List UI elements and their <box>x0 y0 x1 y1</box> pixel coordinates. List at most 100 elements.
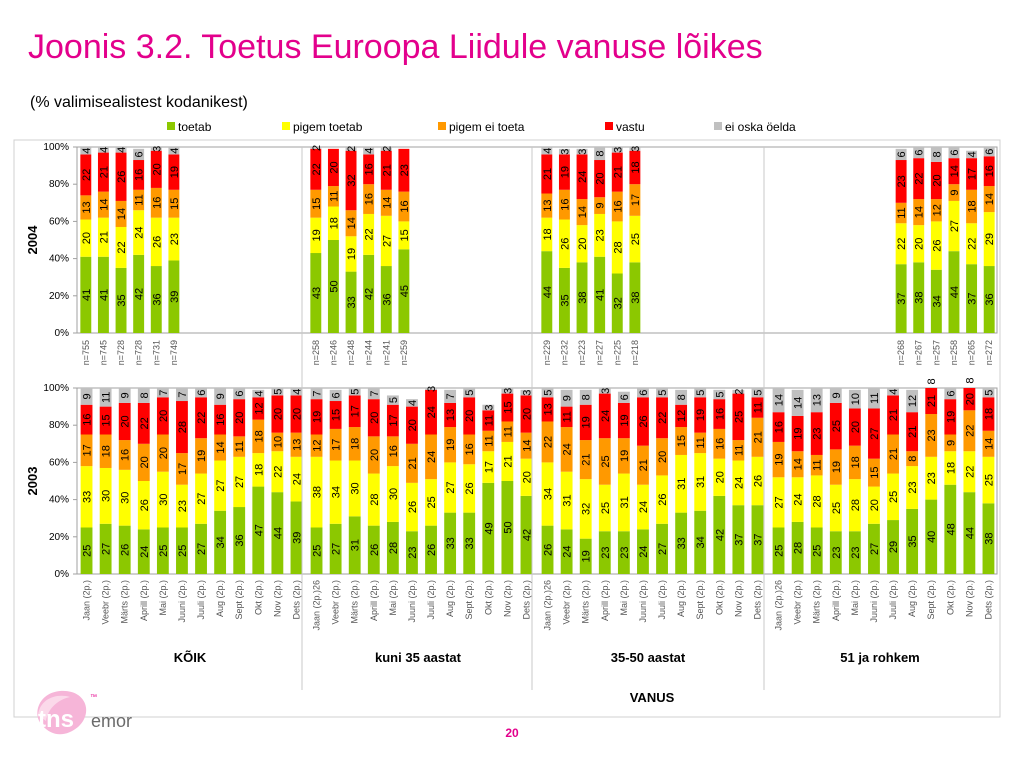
bar-segment <box>930 221 942 270</box>
bar-segment <box>829 484 842 532</box>
bar-segment <box>963 410 976 452</box>
page-title: Joonis 3.2. Toetus Euroopa Liidule vanus… <box>28 28 763 66</box>
data-label: 3 <box>426 386 438 392</box>
bar-segment <box>386 404 399 437</box>
bar-segment <box>97 217 109 257</box>
bar-segment <box>380 150 392 190</box>
data-label: 19 <box>581 550 593 562</box>
data-label: 4 <box>253 391 265 397</box>
data-label: 2 <box>381 146 393 152</box>
bar-segment <box>398 249 410 333</box>
data-label: 2 <box>311 145 323 151</box>
category-label: n=272 <box>984 340 994 365</box>
bar-segment <box>348 460 361 517</box>
bar-segment <box>629 215 641 263</box>
bar-segment <box>118 388 131 403</box>
bar-segment <box>966 158 978 190</box>
bar-segment <box>541 388 554 398</box>
data-label: 22 <box>139 417 151 429</box>
bar-segment <box>541 525 554 574</box>
bar-segment <box>99 523 112 574</box>
chart-legend: toetab pigem toetab pigem ei toeta vastu… <box>0 120 1024 136</box>
data-label: 16 <box>388 445 400 457</box>
bar-segment <box>195 473 207 524</box>
data-label: 26 <box>464 482 476 494</box>
bar-segment <box>444 512 457 574</box>
bar-segment <box>576 148 588 155</box>
category-label: Nov (2p.) <box>272 580 282 617</box>
bar-segment <box>810 475 823 528</box>
bar-segment <box>310 147 322 149</box>
category-label: Dets (2p.) <box>521 580 531 620</box>
bar-segment <box>944 434 957 452</box>
data-label: 37 <box>967 292 979 304</box>
category-label: Okt (2p.) <box>714 580 724 615</box>
data-label: 23 <box>169 233 181 245</box>
data-label: 15 <box>869 467 881 479</box>
data-label: 26 <box>543 544 555 556</box>
group-label: 51 ja rohkem <box>840 650 920 665</box>
data-label: 26 <box>369 544 381 556</box>
data-label: 26 <box>120 544 132 556</box>
data-label: 8 <box>676 394 688 400</box>
bar-segment <box>598 388 611 394</box>
data-label: 45 <box>399 285 411 297</box>
data-label: 20 <box>328 161 340 173</box>
outer-frame <box>13 139 1001 718</box>
bar-segment <box>444 402 457 428</box>
data-label: 28 <box>388 542 400 554</box>
bar-segment <box>520 432 533 459</box>
data-label: 25 <box>733 411 745 423</box>
data-label: 33 <box>346 296 358 308</box>
plot-frame-2004 <box>76 146 998 334</box>
data-label: 21 <box>98 231 110 243</box>
category-label: n=225 <box>612 340 622 365</box>
data-label: 28 <box>177 421 189 433</box>
bar-segment <box>829 449 842 485</box>
data-label: 21 <box>581 453 593 465</box>
bar-segment <box>637 484 649 530</box>
data-label: 18 <box>967 200 979 212</box>
bar-segment <box>906 412 919 452</box>
data-label: 25 <box>158 545 170 557</box>
category-label: Märts (2p.) <box>120 580 130 624</box>
data-label: 28 <box>612 241 624 253</box>
bar-segment <box>118 402 131 441</box>
category-label: n=268 <box>896 340 906 365</box>
bar-segment <box>772 412 785 442</box>
bar-segment <box>772 527 785 574</box>
data-label: 26 <box>139 499 151 511</box>
data-label: 10 <box>850 393 862 405</box>
data-label: 20 <box>914 238 926 250</box>
data-label: 23 <box>600 546 612 558</box>
bar-segment <box>558 219 570 268</box>
bar-segment <box>560 529 573 574</box>
legend-swatch <box>605 122 613 130</box>
data-label: 30 <box>388 488 400 500</box>
data-label: 44 <box>949 286 961 298</box>
category-label: n=229 <box>542 340 552 365</box>
bar-segment <box>637 529 649 574</box>
data-label: 14 <box>983 438 995 450</box>
category-label: n=728 <box>134 340 144 365</box>
data-label: 14 <box>346 217 358 229</box>
data-label: 23 <box>831 546 843 558</box>
data-label: 13 <box>445 409 457 421</box>
category-label: n=223 <box>577 340 587 365</box>
data-label: 20 <box>714 471 726 483</box>
data-label: 18 <box>542 228 554 240</box>
bar-segment <box>463 388 476 398</box>
data-label: 27 <box>331 543 343 555</box>
bar-segment <box>810 527 823 574</box>
data-label: 16 <box>714 438 726 450</box>
bar-segment <box>895 160 907 203</box>
category-label: n=731 <box>151 340 161 365</box>
bar-segment <box>80 527 93 574</box>
category-label: n=227 <box>595 340 605 365</box>
data-label: 13 <box>291 439 303 451</box>
data-label: 41 <box>98 289 110 301</box>
data-label: 24 <box>562 546 574 558</box>
bar-segment <box>887 388 899 396</box>
data-label: 12 <box>907 395 919 407</box>
bar-segment <box>115 226 127 268</box>
